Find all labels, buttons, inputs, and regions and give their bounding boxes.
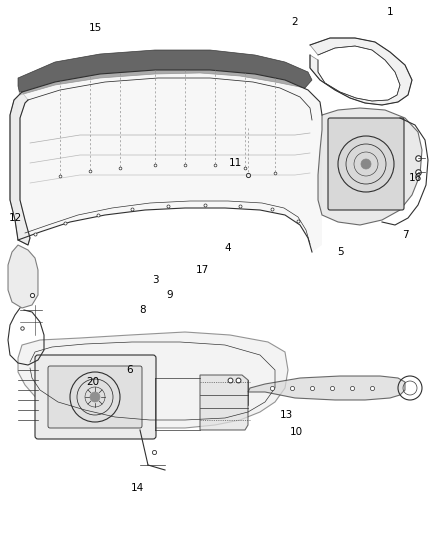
FancyBboxPatch shape [35, 355, 156, 439]
FancyBboxPatch shape [328, 118, 404, 210]
Text: 2: 2 [292, 17, 298, 27]
Text: 1: 1 [387, 7, 393, 17]
Circle shape [90, 392, 100, 402]
Text: 17: 17 [195, 265, 208, 275]
Polygon shape [10, 92, 30, 245]
Text: 16: 16 [408, 173, 422, 183]
Polygon shape [310, 38, 412, 105]
Text: 12: 12 [8, 213, 21, 223]
Text: 5: 5 [337, 247, 343, 257]
Text: 6: 6 [127, 365, 133, 375]
Polygon shape [18, 70, 322, 252]
Polygon shape [8, 245, 38, 308]
FancyBboxPatch shape [48, 366, 142, 428]
Text: 10: 10 [290, 427, 303, 437]
Text: 4: 4 [225, 243, 231, 253]
Text: 7: 7 [402, 230, 408, 240]
Text: 14: 14 [131, 483, 144, 493]
Polygon shape [200, 375, 248, 430]
Polygon shape [318, 108, 422, 225]
Polygon shape [18, 50, 312, 95]
Text: 15: 15 [88, 23, 102, 33]
Text: 13: 13 [279, 410, 293, 420]
Circle shape [361, 159, 371, 169]
Text: 11: 11 [228, 158, 242, 168]
Polygon shape [18, 332, 288, 428]
Text: 8: 8 [140, 305, 146, 315]
Text: 20: 20 [86, 377, 99, 387]
Polygon shape [248, 376, 405, 400]
Text: 3: 3 [152, 275, 158, 285]
Text: 9: 9 [167, 290, 173, 300]
